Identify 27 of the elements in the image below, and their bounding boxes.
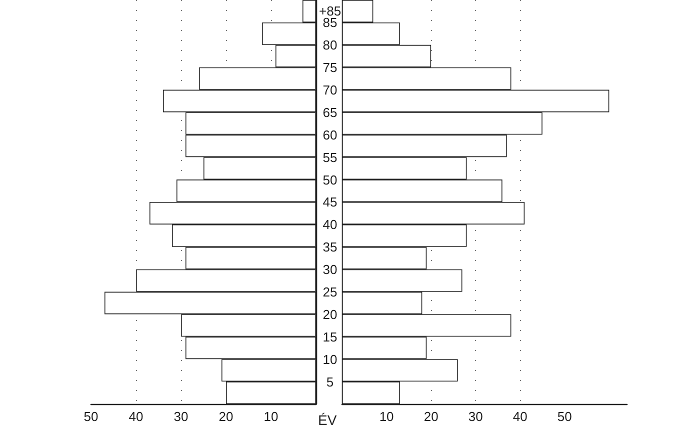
y-tick-label: 80 (322, 38, 338, 53)
y-tick-label: 20 (322, 306, 338, 322)
x-tick-label: 30 (468, 409, 483, 424)
y-tick-label: 70 (322, 82, 338, 98)
y-axis-title: ÉV (318, 412, 338, 425)
y-tick-label: 35 (322, 240, 338, 255)
y-tick-label: 45 (322, 194, 338, 210)
y-tick-label: 65 (322, 104, 338, 120)
y-tick-label: 25 (322, 284, 338, 300)
x-tick-label: 40 (128, 409, 144, 424)
x-tick-label: 20 (424, 409, 438, 424)
y-tick-label: 75 (322, 60, 338, 76)
x-tick-label: 50 (557, 409, 572, 424)
x-tick-label: 10 (264, 409, 278, 424)
y-tick-label: 15 (322, 329, 338, 344)
x-tick-label: 20 (218, 409, 234, 424)
y-tick-label: 40 (322, 217, 338, 232)
x-tick-label: 10 (379, 409, 394, 424)
y-tick-label: 10 (322, 352, 338, 367)
x-tick-label: 40 (512, 409, 528, 424)
y-tick-label: 55 (322, 150, 338, 165)
y-tick-label: 5 (326, 374, 334, 390)
x-tick-label: 30 (174, 409, 188, 424)
y-tick-label: 50 (322, 172, 338, 188)
y-tick-label: 60 (322, 127, 338, 142)
x-tick-label: 50 (84, 409, 98, 424)
y-tick-label: 30 (322, 262, 338, 278)
